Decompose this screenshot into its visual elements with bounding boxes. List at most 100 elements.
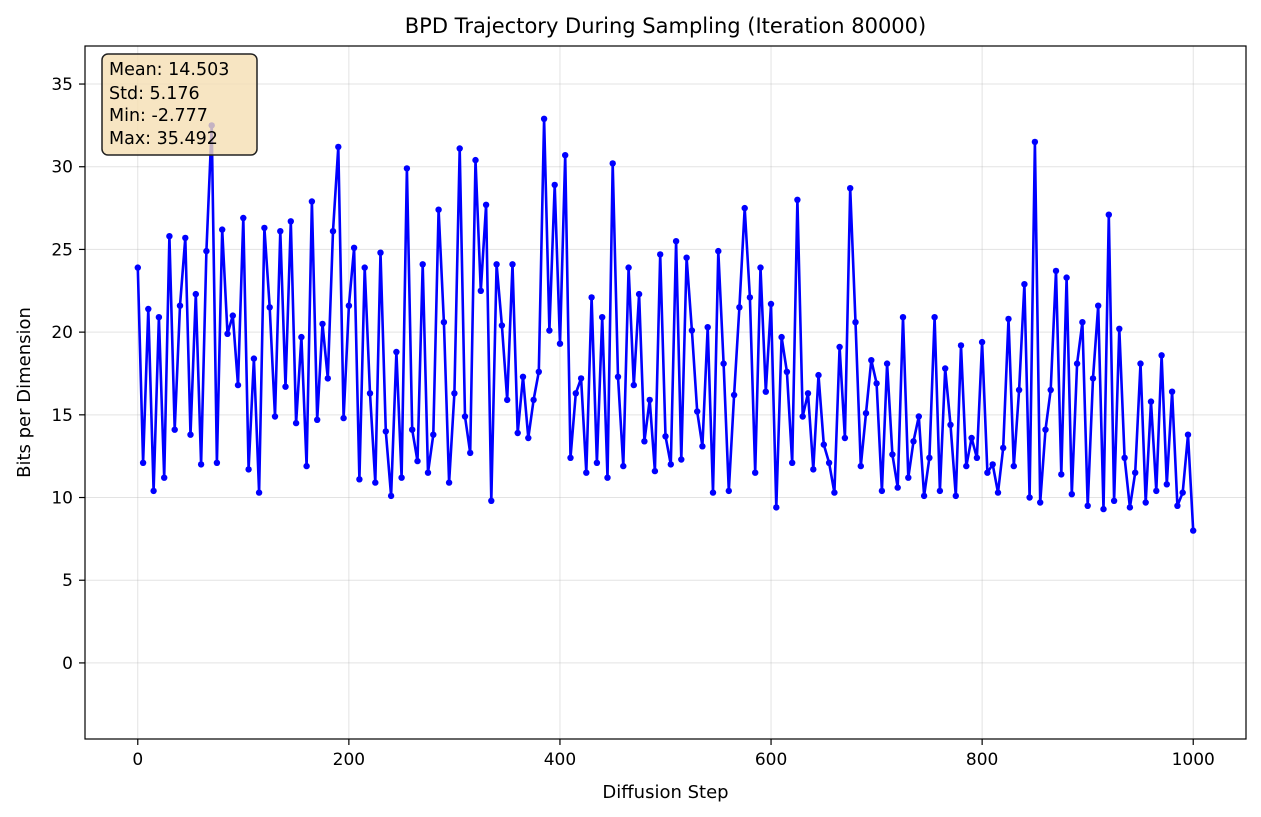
data-point [789,459,796,466]
data-point [1190,527,1197,534]
data-point [836,343,843,351]
data-point [577,375,585,382]
data-point [477,287,484,294]
data-point [767,300,775,308]
data-point [440,319,448,326]
data-point [862,410,870,417]
data-point [968,434,975,442]
data-point [1100,505,1107,513]
data-point [1000,444,1007,452]
data-point [599,314,606,321]
data-point [1110,497,1118,504]
data-point [556,340,564,347]
data-point [139,459,147,466]
chart-title: BPD Trajectory During Sampling (Iteratio… [405,14,926,38]
data-point [361,264,368,271]
data-point [831,489,838,496]
data-point [709,489,717,496]
data-point [535,368,542,375]
data-point [694,408,701,415]
data-point [340,414,347,422]
data-point [857,462,864,470]
data-point [287,218,294,225]
stats-max: Max: 35.492 [109,129,218,149]
data-point [261,224,268,232]
data-point [155,314,163,321]
data-point [387,492,395,500]
data-point [229,312,236,319]
data-point [1163,481,1171,488]
data-point [910,438,917,445]
stats-box-background [101,53,258,156]
x-tick-label: 800 [966,750,998,770]
data-point [1184,431,1192,438]
data-point [1047,386,1054,394]
data-point [588,294,595,301]
data-point [493,261,500,268]
data-point [451,390,458,397]
data-point [314,416,321,423]
data-point [414,457,421,465]
data-point [298,333,305,341]
data-point [641,438,648,445]
data-point [604,474,611,481]
data-point [804,390,812,397]
data-point [799,413,806,420]
plot-frame [84,45,1247,740]
data-point [350,244,358,251]
data-point [1084,502,1091,509]
data-point [725,487,732,495]
data-point [329,228,337,235]
data-point [899,314,907,321]
data-point [255,489,263,496]
data-point [620,462,627,470]
data-point [614,373,622,380]
data-point [435,206,442,213]
y-tick-label: 20 [51,323,73,343]
stats-mean: Mean: 14.503 [109,60,229,80]
data-point [509,261,516,268]
data-point [942,365,949,372]
data-point [345,302,353,309]
data-point [398,474,405,481]
data-point [583,469,590,476]
data-point [810,466,817,473]
data-point [1168,388,1176,395]
data-point [820,441,827,448]
data-point [609,160,616,167]
data-point [984,469,991,476]
data-point [931,314,938,321]
data-point [187,431,194,438]
data-point [224,330,231,337]
data-point [324,375,331,382]
x-tick-label: 600 [755,750,787,770]
data-point [356,476,363,483]
data-point [936,487,944,495]
data-point [1031,138,1039,146]
data-point [883,360,891,367]
data-point [625,264,632,271]
stats-std: Std: 5.176 [109,84,200,104]
data-point [166,233,173,240]
data-point [266,304,273,311]
data-point [1073,360,1081,367]
data-point [134,264,141,271]
data-point [1158,352,1165,359]
data-point [1153,487,1160,495]
data-point [546,327,553,334]
data-point [762,388,769,395]
data-point [699,443,706,450]
data-point [292,419,300,427]
x-tick-label: 1000 [1172,750,1215,770]
data-point [203,247,210,255]
data-point [1132,469,1139,476]
y-tick-label: 5 [62,571,73,591]
data-point [1174,502,1181,509]
data-point [672,238,680,245]
data-point [815,371,822,379]
data-point [926,454,933,461]
data-point [171,426,178,433]
data-point [1089,375,1097,382]
data-point [1010,462,1017,470]
